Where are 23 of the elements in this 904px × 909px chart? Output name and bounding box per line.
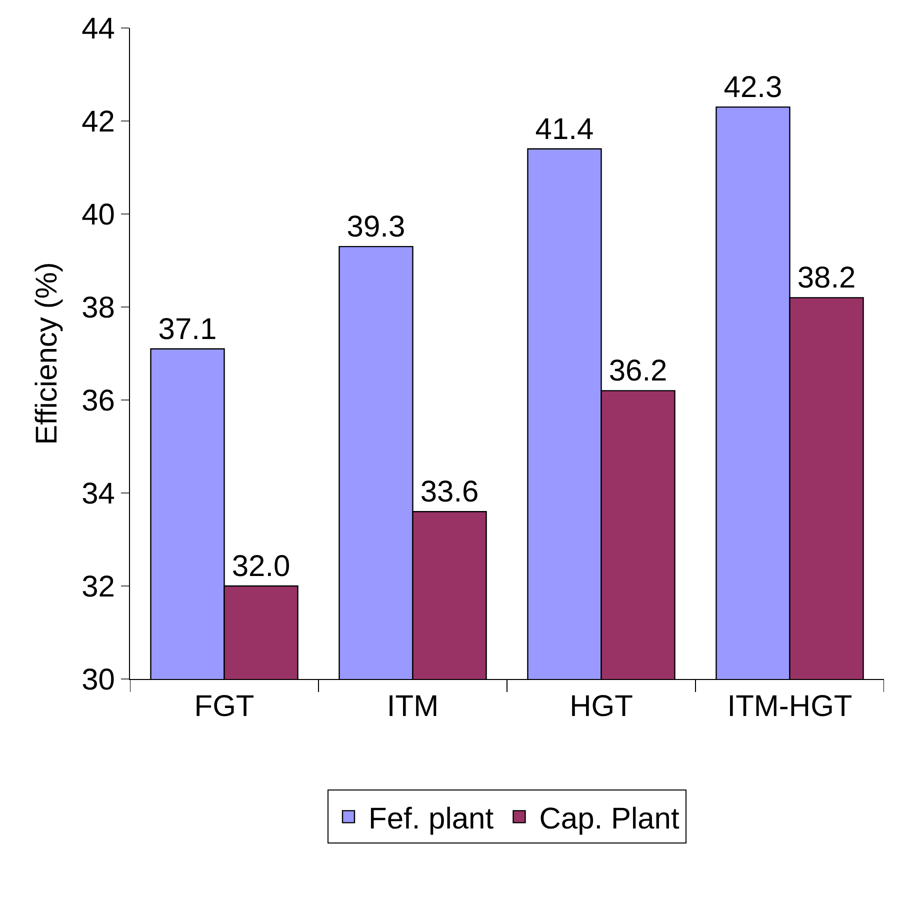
y-tick-label: 32 [82,570,115,604]
x-tick-label: FGT [194,690,254,723]
y-tick-label: 38 [82,292,115,324]
y-tick-label: 36 [82,384,115,418]
y-tick-label: 44 [82,12,115,46]
data-label: 42.3 [724,71,782,104]
data-label: 38.2 [797,262,856,295]
data-label: 39.3 [346,210,406,244]
data-label: 32.0 [232,550,290,583]
legend-label: Cap. Plant [539,802,680,836]
y-tick-label: 30 [82,664,115,696]
y-tick-label: 42 [82,106,115,138]
data-label: 37.1 [158,312,217,346]
y-axis-title: Efficiency (%) [30,262,64,445]
legend-label: Fef. plant [368,802,494,836]
x-tick-label: ITM [386,690,439,723]
x-tick-label: ITM-HGT [727,690,852,723]
x-tick-label: HGT [570,690,633,723]
data-label: 41.4 [535,112,594,146]
y-tick-label: 34 [82,478,115,510]
data-label: 36.2 [608,354,668,388]
y-tick-label: 40 [82,198,115,232]
data-label: 33.6 [420,476,479,509]
